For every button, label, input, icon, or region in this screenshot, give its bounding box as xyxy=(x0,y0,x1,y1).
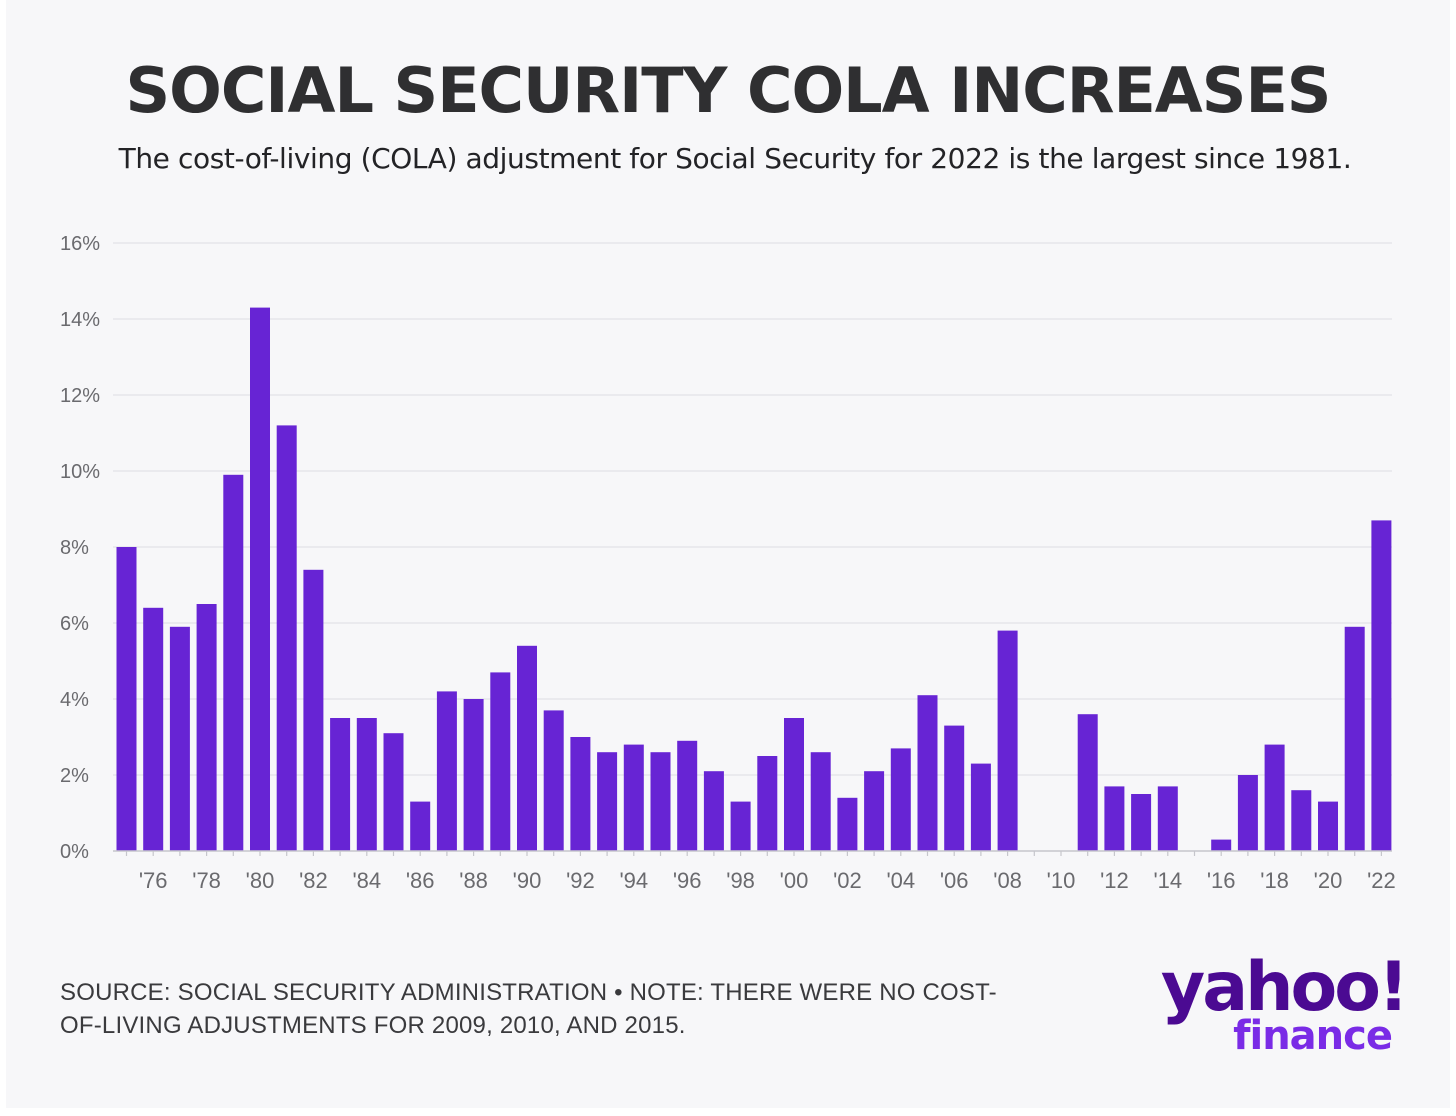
yahoo-finance-logo: yahoo! finance xyxy=(1140,950,1430,1070)
x-tick-label: '08 xyxy=(993,868,1022,893)
chart-card xyxy=(6,0,1450,1108)
x-tick-label: '20 xyxy=(1314,868,1343,893)
bar: 1981: 11.2% xyxy=(276,425,297,851)
bars: 1975: 8% 1976: 6.4%1977: 5.9% 1978: 6.5% 19… xyxy=(116,307,1392,852)
y-tick-label: 6% xyxy=(60,613,89,635)
chart-subtitle: The cost-of-living (COLA) adjustment for… xyxy=(118,142,1352,175)
bar: 2004: 2.7% xyxy=(890,748,911,851)
bar: 1978: 6.5% xyxy=(196,604,217,851)
x-tick-label: '00 xyxy=(780,868,809,893)
source-note-line-2: OF-LIVING ADJUSTMENTS FOR 2009, 2010, AN… xyxy=(60,1012,686,1039)
bar: 1993: 2.6% xyxy=(597,752,618,851)
bar: 1988: 4% xyxy=(463,699,484,851)
x-tick-label: '94 xyxy=(619,868,648,893)
bar: 2011: 3.6% xyxy=(1077,714,1098,851)
x-tick-label: '18 xyxy=(1260,868,1289,893)
x-tick-label: '84 xyxy=(352,868,381,893)
bar: 2012: 1.7% xyxy=(1104,786,1125,851)
source-note: SOURCE: SOCIAL SECURITY ADMINISTRATION •… xyxy=(60,976,1020,1042)
bar: 2003: 2.1% xyxy=(864,771,885,851)
bar: 1975: 8% xyxy=(116,547,137,851)
x-tick-label: '12 xyxy=(1100,868,1129,893)
y-tick-label: 10% xyxy=(60,461,100,483)
x-tick-label: '98 xyxy=(726,868,755,893)
x-tick-label: '82 xyxy=(299,868,328,893)
bar: 1990: 5.4% xyxy=(517,645,537,851)
bar: 1977: 5.9% xyxy=(169,626,190,851)
bar: 2008: 5.8% xyxy=(997,630,1018,851)
bar: 2007: 2.3% xyxy=(970,763,991,851)
bar: 1986: 1.3% xyxy=(410,801,431,851)
bar: 1997: 2.1% xyxy=(703,771,724,851)
bar: 2005: 4.1% xyxy=(917,695,938,851)
bar: 1992: 3% xyxy=(570,737,591,851)
x-tick-label: '96 xyxy=(673,868,702,893)
bar: 1979: 9.9% xyxy=(223,474,244,851)
bar: 1987: 4.2% xyxy=(436,691,457,851)
x-axis-ticks: '76 '78 '80 '82 '84 '86 '88 '90 '92 '94 '96 '98 '00 '… xyxy=(139,868,1396,893)
chart-title: SOCIAL SECURITY COLA INCREASES xyxy=(125,54,1332,127)
y-tick-label: 4% xyxy=(60,689,89,711)
y-tick-label: 16% xyxy=(60,233,100,255)
bar: 2017: 2% xyxy=(1237,775,1258,851)
x-tick-label: '78 xyxy=(192,868,221,893)
bar: 1998: 1.3% xyxy=(730,801,751,851)
bar: 1991: 3.7% xyxy=(543,710,564,851)
y-axis-ticks: 0% 2% 4% 6% 8% 10% 12% 14% 16% xyxy=(60,233,100,863)
bar: 1995: 2.6% xyxy=(650,752,671,851)
y-tick-label: 2% xyxy=(60,765,89,787)
bar: 2002: 1.4% xyxy=(837,797,858,851)
bar: 1984: 3.5% xyxy=(356,718,377,851)
source-note-line-1: SOURCE: SOCIAL SECURITY ADMINISTRATION •… xyxy=(60,979,997,1006)
bar: 2018: 2.8% xyxy=(1264,744,1285,851)
bar: 1976: 6.4% xyxy=(143,607,164,851)
bar: 1980: 14.3% xyxy=(250,307,270,852)
bar: 1985: 3.1% xyxy=(383,733,404,851)
y-tick-label: 0% xyxy=(60,841,89,863)
x-tick-label: '22 xyxy=(1367,868,1396,893)
bar: 1989: 4.7% xyxy=(490,672,511,851)
x-tick-label: '88 xyxy=(459,868,488,893)
x-tick-label: '80 xyxy=(246,868,275,893)
x-tick-label: '02 xyxy=(833,868,862,893)
bar: 2013: 1.5% xyxy=(1131,794,1152,851)
gridlines xyxy=(113,242,1392,776)
x-tick-label: '14 xyxy=(1153,868,1182,893)
bar: 2022: 8.7% xyxy=(1371,520,1392,851)
x-tick-label: '86 xyxy=(406,868,435,893)
bar: 2019: 1.6% xyxy=(1291,790,1312,851)
x-tick-label: '16 xyxy=(1207,868,1236,893)
x-tick-label: '06 xyxy=(940,868,969,893)
x-axis xyxy=(113,850,1392,856)
y-tick-label: 14% xyxy=(60,309,100,331)
bar: 2014: 1.7% xyxy=(1157,786,1178,851)
logo-wordmark: yahoo! xyxy=(1160,948,1409,1027)
bar: 1999: 2.5% xyxy=(757,756,778,851)
x-tick-label: '04 xyxy=(886,868,915,893)
bar: 1983: 3.5% xyxy=(330,718,351,851)
x-tick-label: '90 xyxy=(513,868,542,893)
bar: 2021: 5.9% xyxy=(1344,626,1365,851)
x-tick-label: '92 xyxy=(566,868,595,893)
logo-subbrand: finance xyxy=(1233,1013,1393,1059)
bar: 2000: 3.5% xyxy=(784,718,804,851)
y-tick-label: 12% xyxy=(60,385,100,407)
bar: 2020: 1.3% xyxy=(1318,801,1338,851)
bar: 2006: 3.3% xyxy=(944,725,965,851)
bar: 2001: 2.6% xyxy=(810,752,831,851)
x-tick-label: '76 xyxy=(139,868,168,893)
bar: 2016: 0.3% xyxy=(1211,839,1232,851)
bar: 1982: 7.4% xyxy=(303,569,324,851)
bar-chart: 0% 2% 4% 6% 8% 10% 12% 14% 16% 1975: 8% 1976: 6.4… xyxy=(60,233,1396,893)
y-tick-label: 8% xyxy=(60,537,89,559)
x-tick-label: '10 xyxy=(1047,868,1076,893)
bar: 1996: 2.9% xyxy=(677,740,698,851)
bar: 1994: 2.8% xyxy=(623,744,644,851)
